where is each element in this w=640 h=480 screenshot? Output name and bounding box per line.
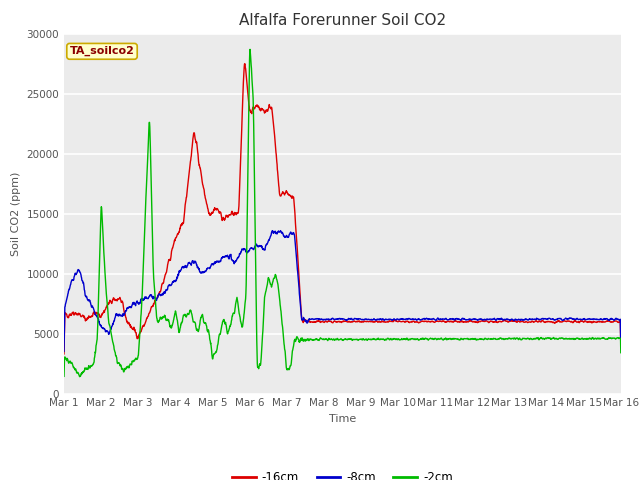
Y-axis label: Soil CO2 (ppm): Soil CO2 (ppm) [11, 171, 21, 256]
Text: TA_soilco2: TA_soilco2 [70, 46, 134, 57]
Legend: -16cm, -8cm, -2cm: -16cm, -8cm, -2cm [227, 466, 458, 480]
Title: Alfalfa Forerunner Soil CO2: Alfalfa Forerunner Soil CO2 [239, 13, 446, 28]
X-axis label: Time: Time [329, 414, 356, 424]
